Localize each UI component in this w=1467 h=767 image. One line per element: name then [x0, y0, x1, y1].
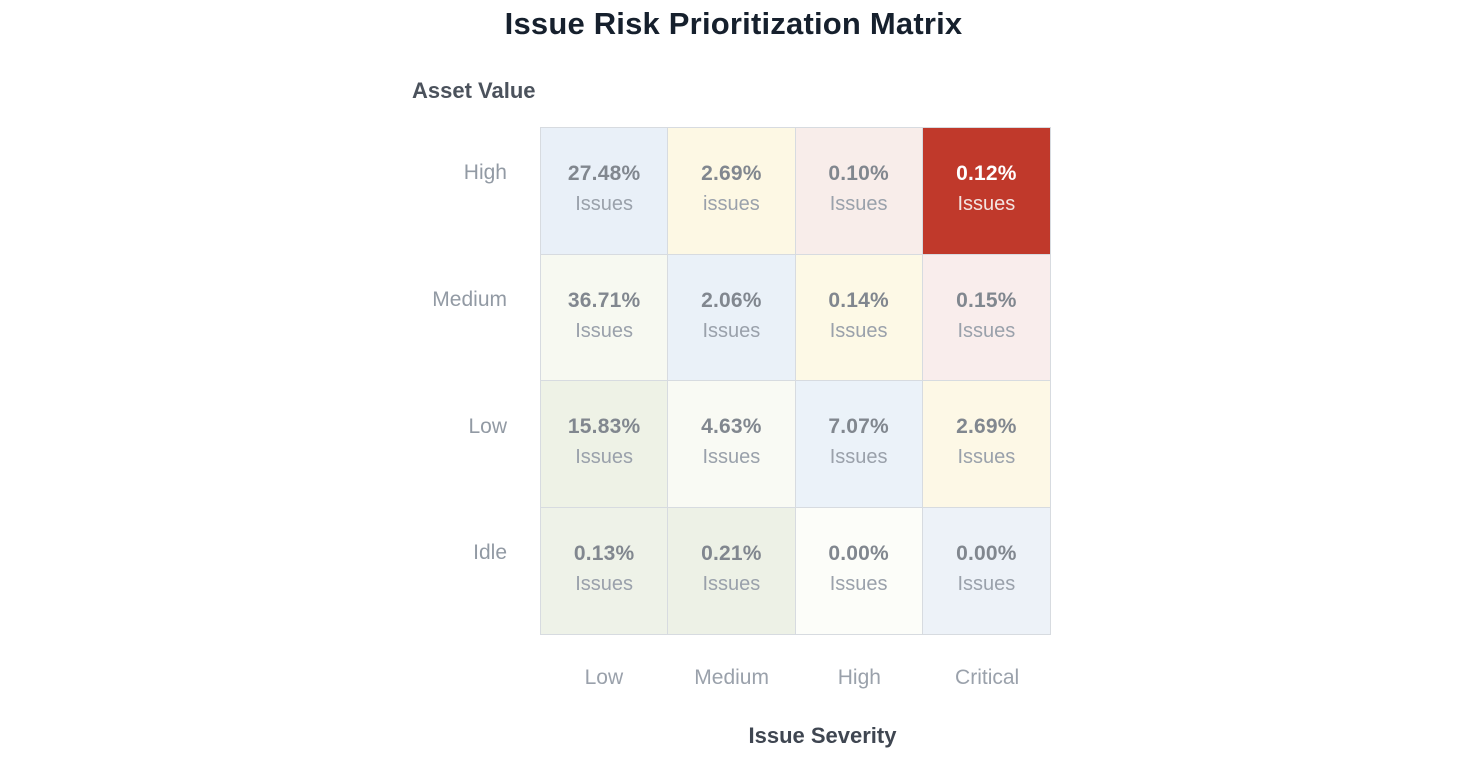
cell-value: 4.63% — [701, 415, 762, 438]
matrix-cell-high-high[interactable]: 0.10% Issues — [795, 128, 923, 255]
cell-value: 0.00% — [956, 541, 1017, 565]
row-label-medium: Medium — [432, 287, 507, 311]
matrix-cell-medium-critical[interactable]: 0.15% Issues — [922, 254, 1050, 381]
matrix-cell-idle-high[interactable]: 0.00% Issues — [795, 507, 923, 634]
x-axis-title: Issue Severity — [748, 723, 897, 748]
matrix-cell-idle-medium[interactable]: 0.21% Issues — [668, 507, 796, 634]
cell-label: Issues — [957, 193, 1016, 215]
cell-label: Issues — [575, 572, 634, 595]
matrix-cell-idle-low[interactable]: 0.13% Issues — [541, 507, 669, 634]
cell-value: 0.15% — [956, 288, 1017, 312]
col-label-high: High — [837, 666, 881, 689]
y-axis-title: Asset Value — [412, 78, 536, 103]
chart-title: Issue Risk Prioritization Matrix — [504, 6, 963, 41]
col-label-low: Low — [584, 666, 624, 689]
cell-value: 0.10% — [828, 162, 889, 185]
cell-label: Issues — [575, 193, 634, 215]
matrix-cell-low-high[interactable]: 7.07% Issues — [795, 381, 923, 508]
matrix-cell-high-low[interactable]: 27.48% Issues — [541, 128, 669, 255]
cell-label: Issues — [957, 572, 1016, 595]
row-label-idle: Idle — [473, 541, 507, 565]
matrix-grid: 27.48% Issues 2.69% issues 0.10% Issues … — [540, 127, 1051, 635]
cell-value: 7.07% — [828, 415, 889, 438]
matrix-cell-high-critical[interactable]: 0.12% Issues — [922, 128, 1050, 255]
cell-value: 2.06% — [701, 288, 762, 312]
cell-value: 0.13% — [573, 541, 635, 565]
cell-label: Issues — [702, 319, 761, 342]
row-label-high: High — [463, 161, 507, 184]
cell-label: Issues — [575, 319, 634, 342]
cell-value: 27.48% — [567, 162, 641, 185]
cell-label: issues — [703, 193, 760, 215]
matrix-cell-medium-low[interactable]: 36.71% Issues — [541, 254, 669, 381]
cell-value: 0.21% — [701, 541, 762, 565]
matrix-cell-medium-medium[interactable]: 2.06% Issues — [668, 254, 796, 381]
cell-value: 2.69% — [701, 162, 762, 185]
cell-value: 0.14% — [828, 288, 889, 312]
cell-value: 0.00% — [828, 541, 889, 565]
cell-label: Issues — [575, 446, 634, 468]
matrix-cell-low-critical[interactable]: 2.69% Issues — [922, 381, 1050, 508]
cell-label: Issues — [957, 446, 1016, 468]
cell-label: Issues — [702, 572, 761, 595]
cell-value: 15.83% — [567, 415, 641, 438]
matrix-cell-medium-high[interactable]: 0.14% Issues — [795, 254, 923, 381]
cell-value: 36.71% — [567, 288, 641, 312]
cell-label: Issues — [957, 319, 1016, 342]
cell-label: Issues — [829, 572, 888, 595]
cell-value: 0.12% — [956, 162, 1017, 185]
cell-label: Issues — [829, 193, 888, 215]
cell-label: Issues — [702, 446, 761, 468]
row-axis-labels: High Medium Low Idle — [320, 127, 507, 634]
matrix-cell-low-low[interactable]: 15.83% Issues — [541, 381, 669, 508]
col-label-medium: Medium — [694, 666, 769, 689]
row-label-low: Low — [468, 414, 507, 438]
cell-label: Issues — [829, 446, 888, 468]
cell-label: Issues — [829, 319, 888, 342]
cell-value: 2.69% — [956, 415, 1017, 438]
matrix-cell-low-medium[interactable]: 4.63% Issues — [668, 381, 796, 508]
matrix-cell-idle-critical[interactable]: 0.00% Issues — [922, 507, 1050, 634]
column-axis-labels: Low Medium High Critical — [540, 666, 1051, 690]
col-label-critical: Critical — [955, 666, 1020, 689]
matrix-cell-high-medium[interactable]: 2.69% issues — [668, 128, 796, 255]
